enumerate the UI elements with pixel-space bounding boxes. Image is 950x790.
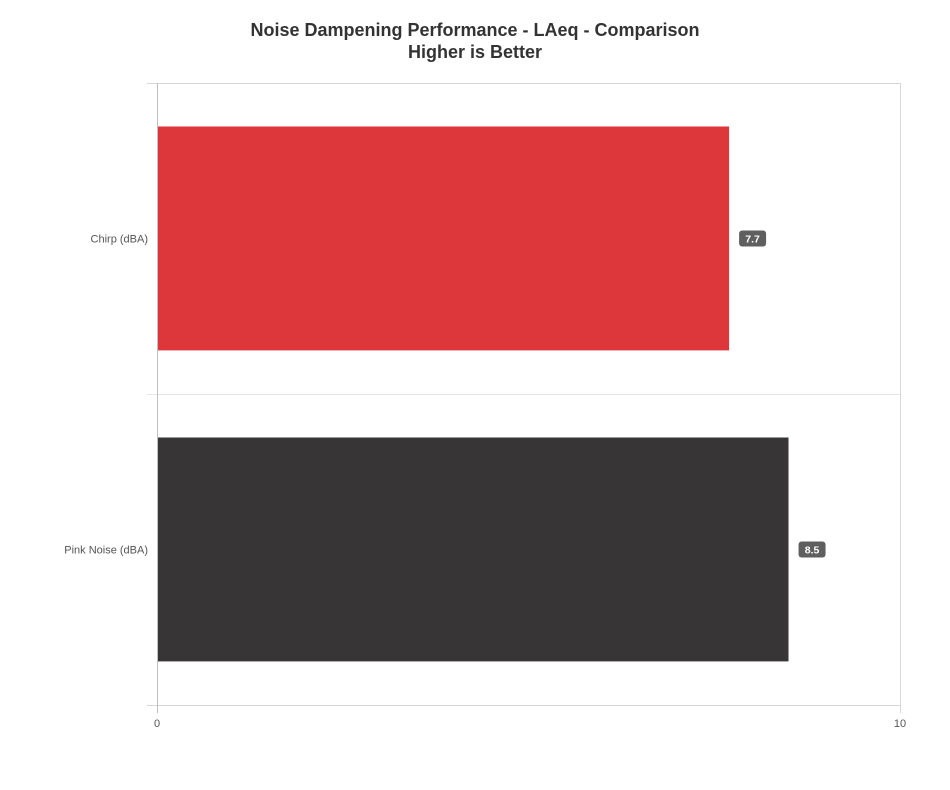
x-tick-label: 10 xyxy=(894,718,906,730)
category-label: Chirp (dBA) xyxy=(91,234,148,246)
data-label-background xyxy=(739,230,767,247)
bars xyxy=(157,126,789,662)
category-label: Pink Noise (dBA) xyxy=(64,545,148,557)
chart-title: Noise Dampening Performance - LAeq - Com… xyxy=(250,20,700,40)
axes: Chirp (dBA) Pink Noise (dBA) 0 10 xyxy=(64,83,906,730)
data-labels: 7.7 8.5 xyxy=(739,230,826,558)
grid xyxy=(147,83,901,713)
data-label: 8.5 xyxy=(805,545,820,557)
bar xyxy=(157,437,789,662)
x-tick-label: 0 xyxy=(154,718,160,730)
bar xyxy=(157,126,730,351)
data-label: 7.7 xyxy=(745,234,760,246)
data-label-background xyxy=(798,541,826,558)
chart-subtitle: Higher is Better xyxy=(407,42,543,62)
